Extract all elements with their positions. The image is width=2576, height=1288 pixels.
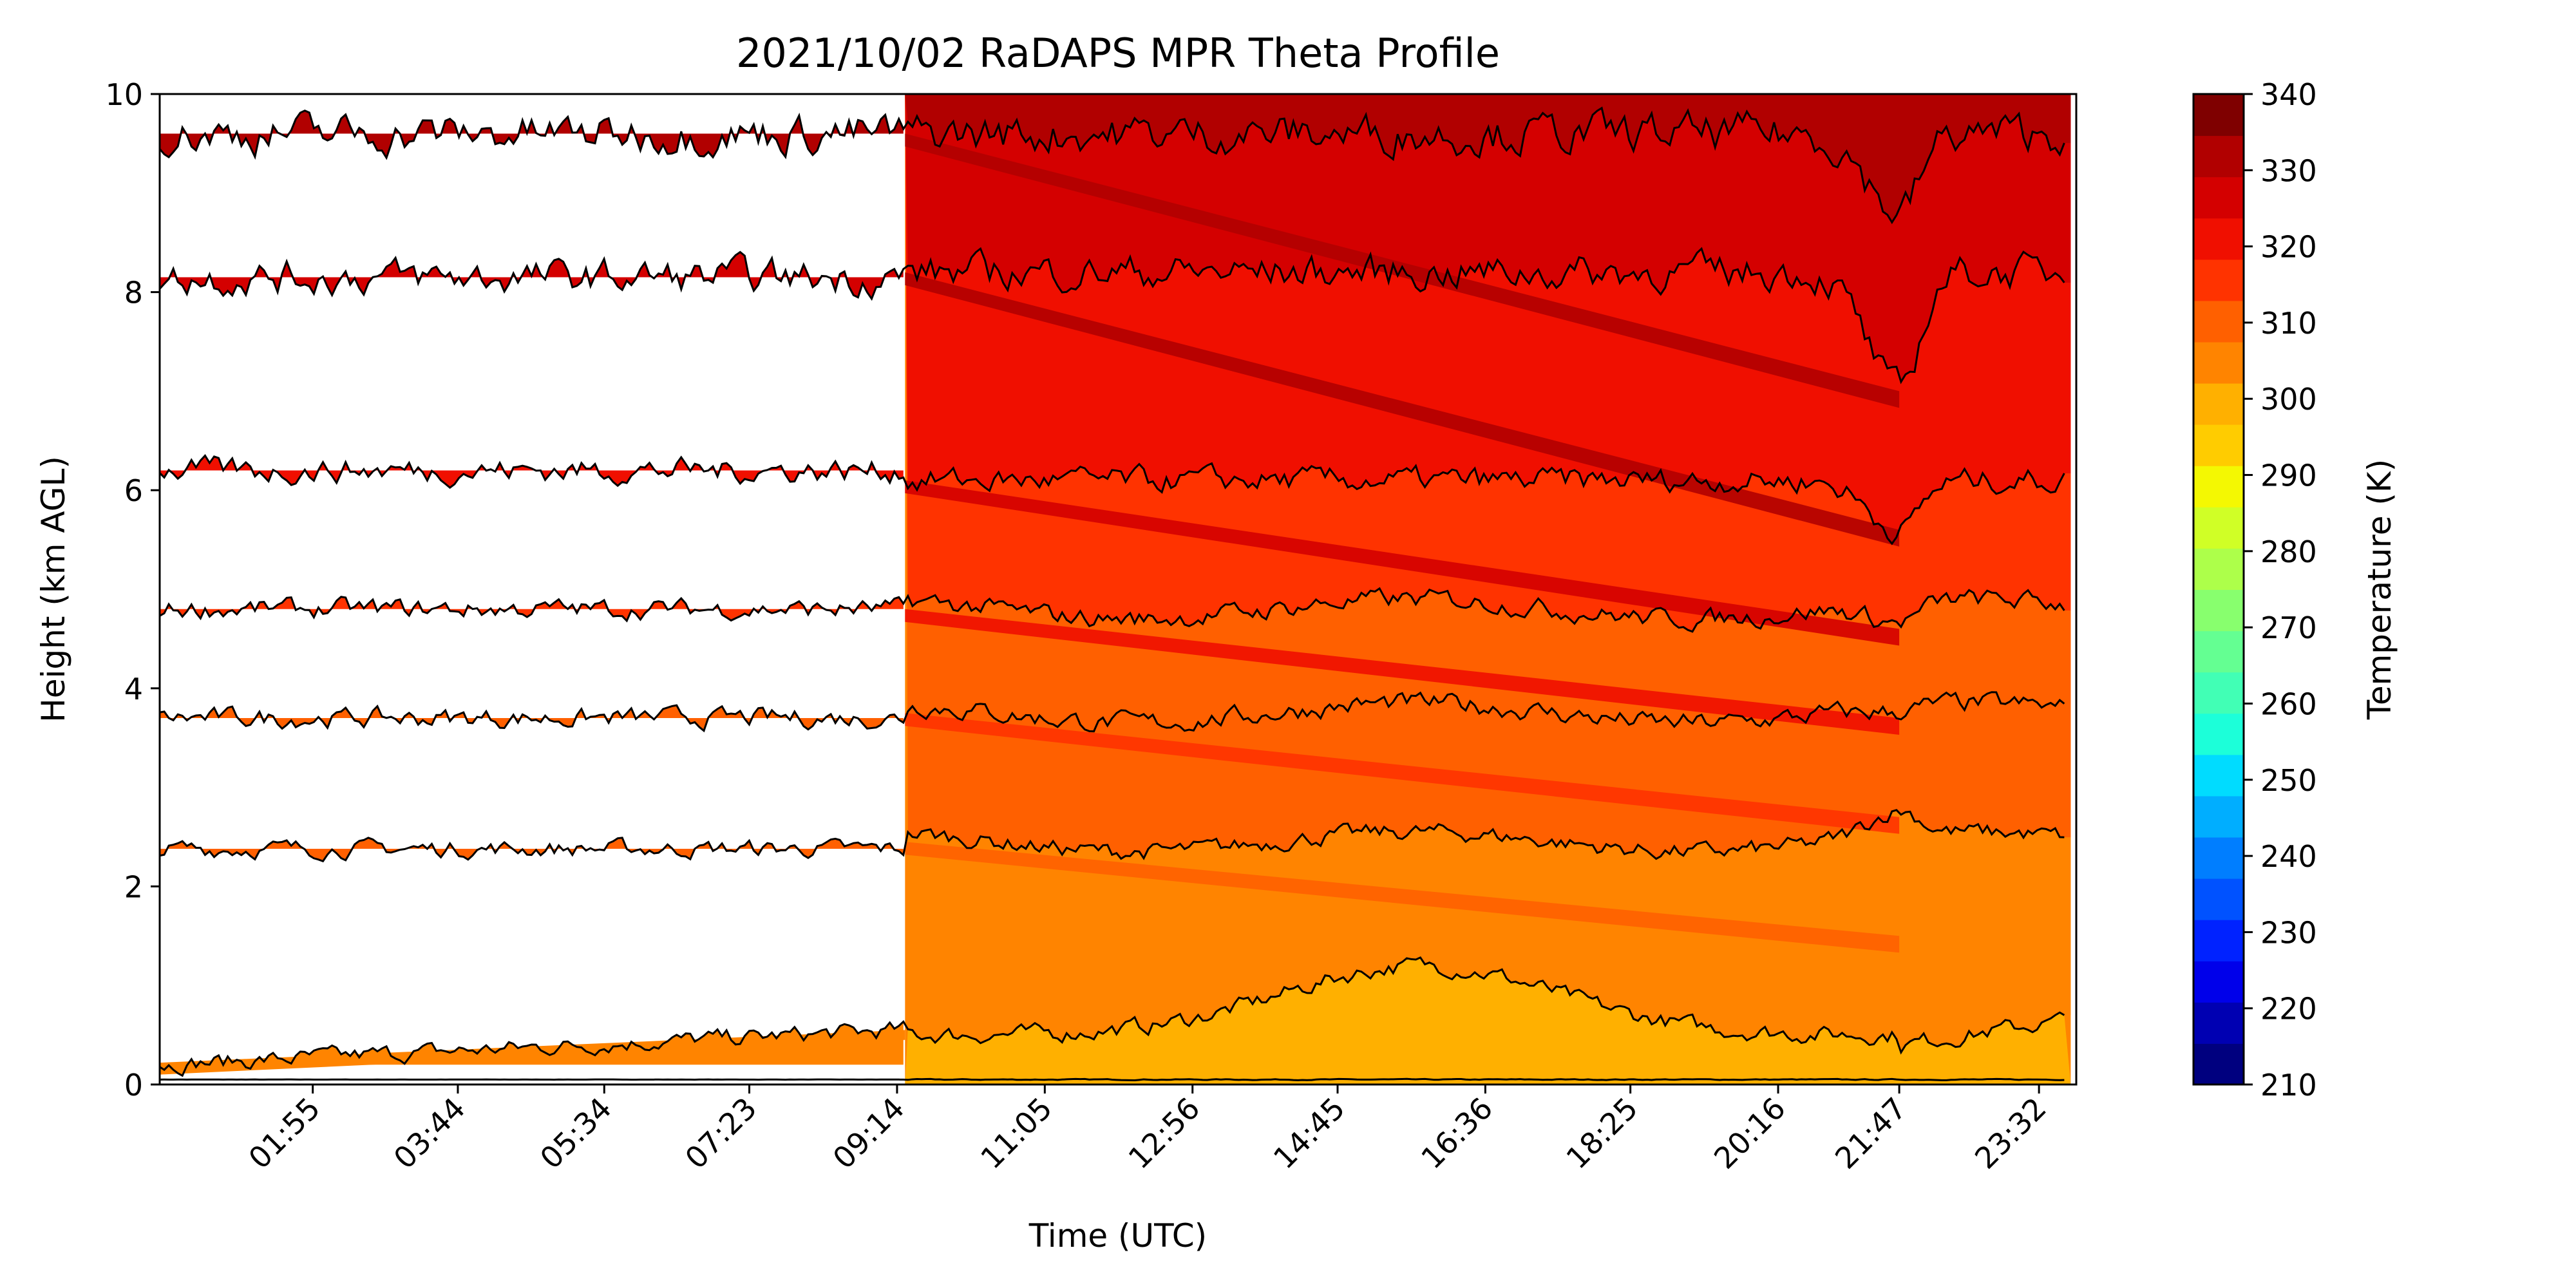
colorbar-tick-label: 300 bbox=[2260, 382, 2317, 417]
contour-line bbox=[160, 956, 2065, 1077]
y-axis-label: Height (km AGL) bbox=[35, 456, 72, 723]
colorbar-tick-label: 320 bbox=[2260, 230, 2317, 265]
x-tick-label: 09:14 bbox=[826, 1091, 911, 1176]
plot-frame bbox=[158, 93, 2078, 1086]
colorbar-segment bbox=[2193, 259, 2244, 301]
colorbar-segment bbox=[2193, 506, 2244, 549]
x-axis: 01:55 03:44 05:34 07:23 09:14 11:05 12:56 14:45… bbox=[242, 1084, 2053, 1176]
x-tick-label: 11:05 bbox=[974, 1091, 1059, 1176]
contour-line bbox=[160, 247, 2065, 384]
y-axis: 0 2 4 6 8 10 bbox=[105, 77, 160, 1103]
colorbar-segment bbox=[2193, 960, 2244, 1003]
colorbar-ticks: 210 220 230 240 250 260 270 280 290 300 310 320 330 3… bbox=[2244, 77, 2317, 1103]
area-fill bbox=[905, 94, 2071, 382]
colorbar-tick-label: 270 bbox=[2260, 611, 2317, 645]
y-tick-label: 8 bbox=[124, 276, 143, 310]
colorbar-segment bbox=[2193, 547, 2244, 590]
chart-title: 2021/10/02 RaDAPS MPR Theta Profile bbox=[736, 30, 1500, 77]
colorbar-frame bbox=[2192, 93, 2245, 1086]
colorbar-segment bbox=[2193, 672, 2244, 714]
colorbar-segment bbox=[2193, 795, 2244, 838]
x-tick-label: 20:16 bbox=[1707, 1091, 1792, 1176]
colorbar bbox=[2192, 93, 2245, 1086]
area-fill bbox=[160, 455, 904, 488]
colorbar-tick-label: 290 bbox=[2260, 459, 2317, 493]
colorbar-tick-label: 330 bbox=[2260, 153, 2317, 188]
colorbar-segment bbox=[2193, 630, 2244, 673]
x-axis-label: Time (UTC) bbox=[1028, 1217, 1207, 1255]
x-tick-label: 14:45 bbox=[1267, 1091, 1352, 1176]
x-tick-label: 05:34 bbox=[533, 1091, 618, 1176]
x-tick-label: 07:23 bbox=[678, 1091, 763, 1176]
colorbar-segment bbox=[2193, 94, 2244, 137]
colorbar-segment bbox=[2193, 837, 2244, 879]
colorbar-tick-label: 230 bbox=[2260, 915, 2317, 950]
colorbar-segment bbox=[2193, 754, 2244, 797]
area-fill bbox=[905, 713, 1900, 834]
colorbar-segment bbox=[2193, 383, 2244, 425]
area-fill bbox=[905, 842, 1900, 953]
contour-line bbox=[160, 106, 2065, 225]
contour-line bbox=[160, 1077, 2065, 1081]
colorbar-tick-label: 250 bbox=[2260, 763, 2317, 798]
area-fill bbox=[160, 1030, 905, 1075]
area-fill bbox=[905, 957, 2071, 1084]
area-fill bbox=[160, 110, 904, 158]
x-tick-label: 21:47 bbox=[1828, 1091, 1913, 1176]
colorbar-segment bbox=[2193, 589, 2244, 632]
y-tick-label: 0 bbox=[124, 1068, 143, 1103]
area-fill bbox=[905, 480, 1900, 646]
x-tick-label: 23:32 bbox=[1968, 1091, 2053, 1176]
colorbar-segment bbox=[2193, 341, 2244, 384]
contour-line bbox=[160, 691, 2065, 733]
area-fill bbox=[905, 133, 1900, 408]
contour-line bbox=[160, 587, 2065, 633]
colorbar-segment bbox=[2193, 176, 2244, 219]
colorbar-segment bbox=[2193, 878, 2244, 920]
x-tick-label: 03:44 bbox=[387, 1091, 472, 1176]
colorbar-segment bbox=[2193, 465, 2244, 507]
colorbar-segment bbox=[2193, 1043, 2244, 1085]
colorbar-tick-label: 260 bbox=[2260, 687, 2317, 721]
area-fill bbox=[160, 596, 904, 621]
colorbar-label: Temperature (K) bbox=[2361, 459, 2398, 720]
colorbar-tick-label: 340 bbox=[2260, 77, 2317, 112]
colorbar-tick-label: 240 bbox=[2260, 839, 2317, 874]
colorbar-segment bbox=[2193, 218, 2244, 260]
contour-lines bbox=[160, 106, 2065, 1081]
colorbar-tick-label: 210 bbox=[2260, 1068, 2317, 1103]
x-tick-label: 12:56 bbox=[1122, 1091, 1207, 1176]
area-fill bbox=[905, 609, 1900, 735]
colorbar-segment bbox=[2193, 424, 2244, 466]
colorbar-tick-label: 220 bbox=[2260, 992, 2317, 1027]
y-tick-label: 10 bbox=[105, 77, 143, 112]
y-tick-label: 2 bbox=[124, 869, 143, 904]
plot-area bbox=[160, 94, 2071, 1084]
colorbar-segment bbox=[2193, 713, 2244, 755]
contour-line bbox=[160, 454, 2065, 545]
colorbar-segment bbox=[2193, 919, 2244, 961]
y-tick-label: 6 bbox=[124, 473, 143, 508]
x-tick-label: 16:36 bbox=[1414, 1091, 1499, 1176]
colorbar-tick-label: 280 bbox=[2260, 535, 2317, 569]
colorbar-segment bbox=[2193, 135, 2244, 178]
colorbar-segment bbox=[2193, 1001, 2244, 1044]
y-tick-label: 4 bbox=[124, 672, 143, 706]
area-fill bbox=[160, 837, 904, 862]
x-tick-label: 01:55 bbox=[242, 1091, 327, 1176]
colorbar-tick-label: 310 bbox=[2260, 306, 2317, 341]
colorbar-segment bbox=[2193, 300, 2244, 343]
contour-line bbox=[160, 809, 2065, 863]
x-tick-label: 18:25 bbox=[1560, 1091, 1645, 1176]
area-fill bbox=[160, 705, 904, 731]
